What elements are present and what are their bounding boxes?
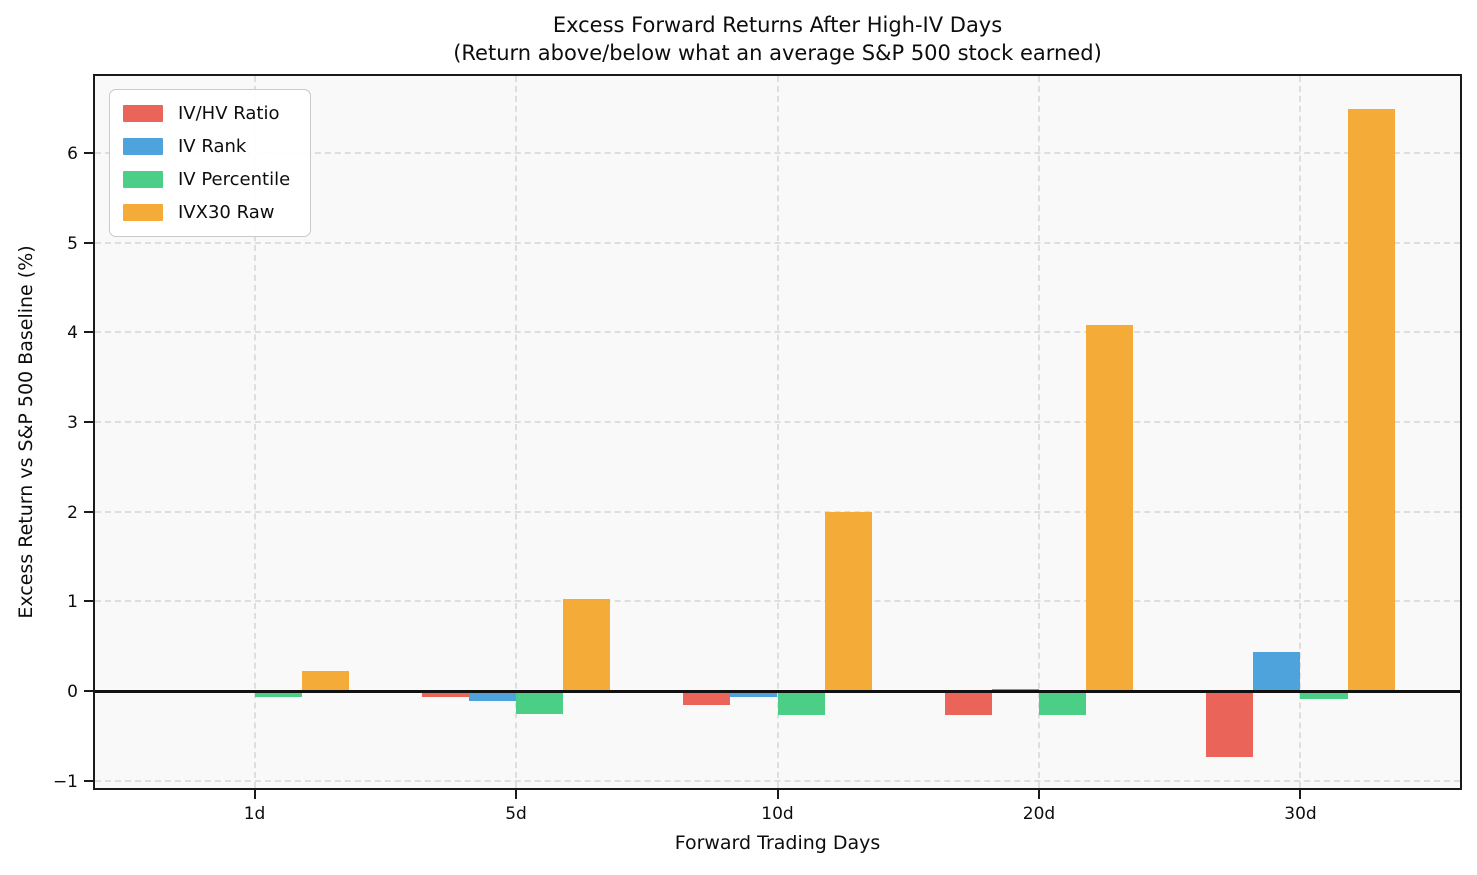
y-tick-label: 4 xyxy=(67,323,78,344)
y-tick-mark xyxy=(84,241,93,244)
x-axis-label: Forward Trading Days xyxy=(674,832,881,854)
gridline-v xyxy=(776,76,779,788)
x-tick-mark xyxy=(1299,790,1302,799)
legend-item: IVX30 Raw xyxy=(123,201,290,224)
bar-ivx30-raw-10d xyxy=(824,511,872,692)
legend-swatch xyxy=(123,204,163,221)
legend-swatch xyxy=(123,138,163,155)
legend-swatch xyxy=(123,105,163,122)
x-tick-mark xyxy=(776,790,779,799)
bar-iv-rank-10d xyxy=(730,691,778,698)
legend-item: IV/HV Ratio xyxy=(123,102,290,125)
bar-iv-hv-ratio-5d xyxy=(421,691,469,697)
bar-ivx30-raw-30d xyxy=(1347,109,1395,692)
chart-title: Excess Forward Returns After High-IV Day… xyxy=(552,13,1003,37)
y-tick-mark xyxy=(84,779,93,782)
bar-iv-percentile-10d xyxy=(777,691,825,716)
legend-label: IV/HV Ratio xyxy=(178,103,280,124)
x-tick-mark xyxy=(253,790,256,799)
x-tick-label: 5d xyxy=(505,804,527,824)
legend: IV/HV Ratio IV Rank IV Percentile IVX30 Raw xyxy=(109,89,312,237)
x-tick-label: 1d xyxy=(243,804,266,824)
y-tick-mark xyxy=(84,152,93,155)
y-tick-label: 0 xyxy=(67,682,78,703)
plot-area: IV/HV Ratio IV Rank IV Percentile IVX30 Raw xyxy=(93,74,1462,790)
gridline-v xyxy=(253,76,256,788)
bar-iv-hv-ratio-20d xyxy=(944,691,992,716)
bar-iv-percentile-5d xyxy=(516,691,564,715)
x-tick-mark xyxy=(1037,790,1040,799)
bar-ivx30-raw-1d xyxy=(301,671,349,692)
y-tick-label: −1 xyxy=(52,771,78,792)
bar-iv-hv-ratio-10d xyxy=(683,691,731,706)
legend-label: IV Rank xyxy=(178,136,247,157)
legend-item: IV Percentile xyxy=(123,168,290,191)
bar-iv-percentile-20d xyxy=(1038,691,1087,716)
gridline-v xyxy=(1299,76,1302,788)
y-tick-mark xyxy=(84,421,93,424)
bar-iv-hv-ratio-30d xyxy=(1206,691,1254,757)
y-tick-label: 3 xyxy=(67,413,78,434)
y-tick-mark xyxy=(84,690,93,693)
bar-iv-rank-5d xyxy=(468,691,516,701)
y-tick-label: 6 xyxy=(67,144,78,165)
x-tick-label: 20d xyxy=(1022,804,1056,824)
y-tick-label: 5 xyxy=(67,233,78,254)
x-tick-label: 30d xyxy=(1284,804,1317,824)
bar-ivx30-raw-20d xyxy=(1086,325,1134,692)
y-tick-mark xyxy=(84,510,93,513)
bar-iv-percentile-1d xyxy=(254,691,302,698)
chart-subtitle: (Return above/below what an average S&P … xyxy=(453,41,1102,65)
y-tick-mark xyxy=(84,600,93,603)
y-tick-mark xyxy=(84,331,93,334)
bar-iv-percentile-30d xyxy=(1300,691,1348,700)
bar-ivx30-raw-5d xyxy=(563,598,611,692)
legend-label: IV Percentile xyxy=(178,169,291,190)
y-tick-label: 1 xyxy=(67,592,78,613)
legend-swatch xyxy=(123,171,163,188)
x-tick-mark xyxy=(515,790,517,799)
legend-label: IVX30 Raw xyxy=(178,202,275,223)
y-tick-label: 2 xyxy=(67,502,78,523)
gridline-v xyxy=(1037,76,1040,788)
zero-line xyxy=(95,689,1460,693)
legend-item: IV Rank xyxy=(123,135,290,158)
x-tick-label: 10d xyxy=(761,804,794,824)
bar-iv-rank-30d xyxy=(1253,651,1301,692)
gridline-v xyxy=(515,76,517,788)
